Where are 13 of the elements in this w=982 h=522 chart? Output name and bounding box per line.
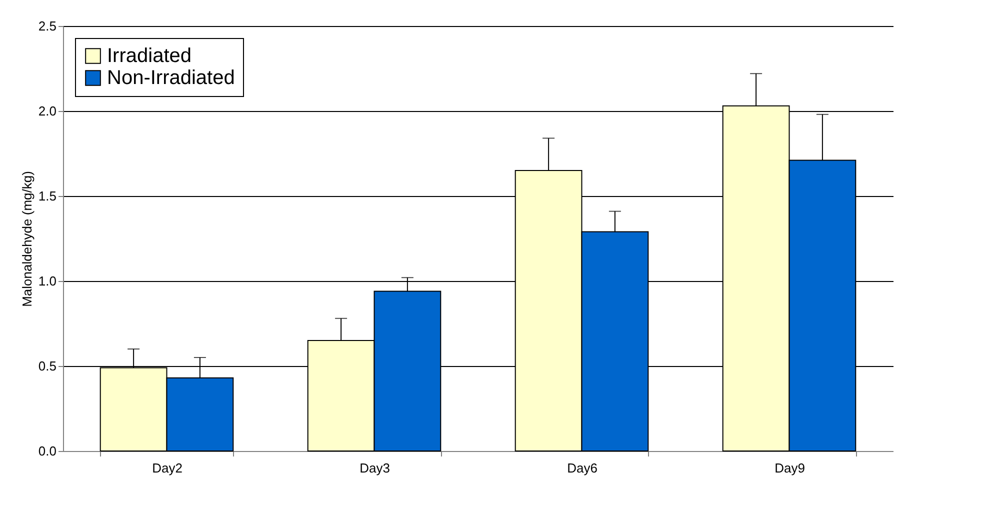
y-tick-label: 0.5: [38, 358, 56, 374]
x-tick-label: Day9: [774, 460, 805, 476]
legend-label: Irradiated: [107, 45, 192, 67]
y-tick-label: 2.5: [38, 18, 56, 34]
x-tick-label: Day3: [360, 460, 390, 476]
y-tick-label: 1.0: [38, 274, 56, 288]
y-axis-title: Malonaldehyde (mg/kg): [19, 171, 34, 307]
legend-label: Non-Irradiated: [107, 67, 235, 89]
y-tick-label: 1.5: [38, 188, 56, 204]
x-tick-label: Day2: [152, 460, 182, 476]
x-tick-label: Day6: [567, 460, 598, 476]
y-tick-label: 2.0: [38, 104, 56, 118]
y-tick-label: 0.0: [38, 444, 56, 458]
